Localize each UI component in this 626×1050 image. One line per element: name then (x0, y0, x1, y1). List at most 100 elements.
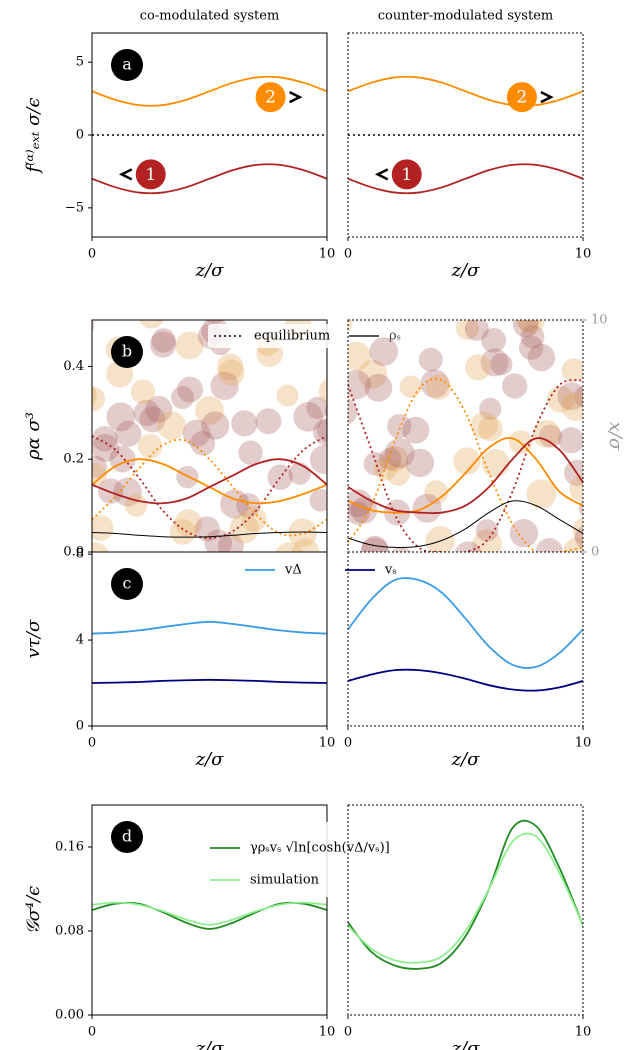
particle (574, 385, 583, 408)
direction-arrow (118, 168, 133, 181)
particle (190, 430, 216, 456)
particle (229, 513, 260, 544)
particle (145, 395, 173, 423)
axes-frame (347, 551, 584, 727)
particle (217, 533, 244, 552)
particle (174, 509, 202, 537)
series-line (92, 531, 327, 538)
particle (502, 373, 528, 399)
particle (182, 419, 211, 448)
particle (324, 404, 327, 419)
particle-marker (506, 82, 537, 113)
legend-box (208, 324, 448, 348)
plot-area (348, 577, 583, 692)
particle (390, 547, 412, 552)
particle (92, 462, 107, 487)
particle (137, 433, 163, 459)
particle (348, 489, 373, 518)
y-tick-label: 8 (76, 547, 84, 562)
particle (424, 480, 449, 505)
x-tick-label: 0 (344, 1025, 352, 1040)
particle (350, 496, 378, 524)
particle (92, 386, 106, 412)
particle (527, 343, 556, 372)
particle (387, 414, 412, 439)
x-tick-label: 0 (88, 736, 96, 751)
particle (171, 386, 195, 410)
particle (276, 384, 299, 407)
particle (177, 376, 203, 403)
particle (425, 526, 455, 552)
particle (151, 328, 176, 353)
particle (217, 359, 245, 387)
particle (480, 348, 509, 377)
plot-area (348, 819, 583, 970)
particle (255, 408, 282, 435)
particle (405, 448, 435, 478)
y-tick-label: 4 (76, 633, 84, 648)
particle-marker (135, 159, 166, 190)
particle (532, 419, 561, 448)
series-line (92, 75, 327, 107)
y-tick-label: 5 (76, 55, 84, 70)
particle (217, 353, 244, 381)
x-axis-label: z/σ (195, 749, 225, 770)
particle (157, 411, 186, 440)
x-tick-label: 0 (344, 736, 352, 751)
series-line (348, 668, 583, 692)
y-axis-label: vτ/σ (23, 619, 44, 658)
particle (306, 396, 327, 420)
column-title: counter-modulated system (378, 9, 553, 24)
series-line (348, 577, 583, 669)
y-axis-label: f⁽ᵅ⁾ₑₓₜ σ/ϵ (23, 97, 44, 174)
series-line (92, 901, 327, 926)
particle (210, 371, 239, 401)
particle (195, 396, 224, 425)
panel-label: d (122, 827, 132, 846)
legend-label: simulation (250, 873, 320, 888)
axes-frame (91, 804, 328, 1016)
particle (420, 369, 450, 398)
particle (455, 320, 480, 340)
particle (369, 337, 399, 366)
x-axis-label: z/σ (451, 1038, 481, 1050)
particle (92, 320, 95, 333)
particle (557, 382, 583, 411)
particle (538, 424, 562, 448)
particle (201, 411, 230, 440)
x-axis-label: z/σ (195, 260, 225, 281)
particle (92, 542, 109, 552)
particle (418, 347, 443, 372)
particle (348, 392, 350, 405)
particle (569, 476, 583, 502)
x-axis-label: z/σ (451, 260, 481, 281)
series-line (92, 458, 327, 505)
legend-label: γρₛvₛ √ln[cosh(vΔ/vₛ)] (250, 841, 390, 856)
particle (364, 373, 393, 402)
particle (464, 320, 489, 341)
direction-arrow (540, 90, 554, 104)
particle (175, 331, 204, 360)
particle (490, 353, 513, 376)
plot-area (92, 620, 327, 684)
axes-frame (91, 551, 328, 727)
particle (231, 410, 258, 437)
particle (115, 420, 142, 447)
panel-label: c (123, 574, 132, 593)
panel-badge (111, 336, 143, 368)
particle (363, 452, 388, 476)
particle (139, 406, 166, 433)
particle (275, 542, 304, 552)
particle (358, 359, 388, 389)
plot-area (92, 320, 327, 552)
particle (238, 440, 263, 465)
particle-marker (255, 82, 286, 113)
y2-axis-label: x/σ (605, 422, 626, 451)
particle (92, 434, 120, 462)
particle (515, 320, 541, 332)
particle (317, 418, 327, 443)
panel-badge (111, 568, 143, 600)
particle (402, 416, 430, 444)
particle (518, 320, 545, 335)
